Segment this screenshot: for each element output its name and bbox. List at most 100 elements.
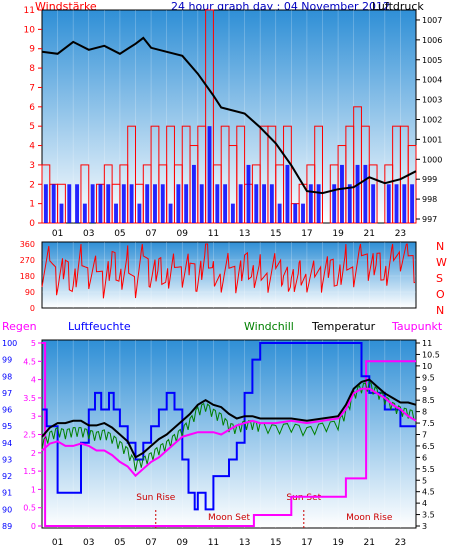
x-tick-label: 23 <box>395 538 406 548</box>
wind-gust-bar <box>191 164 196 223</box>
pressure-tick-label: 1007 <box>422 16 442 25</box>
wind-gust-bar <box>98 184 103 223</box>
wind-gust-bar <box>207 126 212 223</box>
windchill-line <box>41 380 415 472</box>
rain-tick-label: 5 <box>31 339 36 348</box>
wind-gust-bar <box>308 184 313 223</box>
x-tick-label: 13 <box>239 229 250 239</box>
x-tick-label: 05 <box>114 538 125 548</box>
humidity-tick-label: 90 <box>2 505 12 514</box>
rain-line <box>42 342 416 527</box>
temperature-tick-label: 7.5 <box>422 419 435 428</box>
climate-plot-area <box>41 339 417 529</box>
humidity-tick-label: 89 <box>2 522 12 531</box>
humidity-tick-label: 92 <box>2 472 12 481</box>
humidity-tick-label: 97 <box>2 389 12 398</box>
humidity-line <box>42 342 416 511</box>
temperature-tick-label: 4 <box>422 499 427 508</box>
wind-direction-plot-area <box>41 241 417 309</box>
wind-gust-bar <box>176 184 181 223</box>
pressure-line <box>41 36 417 195</box>
rain-tick-label: 0.5 <box>23 504 36 513</box>
humidity-ticks: 89 90 91 92 93 94 95 96 97 98 99 100 <box>2 339 17 531</box>
compass-tick-label: N <box>436 240 444 253</box>
pressure-tick-label: 997 <box>422 215 437 224</box>
pressure-tick-label: 1005 <box>422 56 442 65</box>
compass-tick-label: N <box>436 304 444 317</box>
temperature-tick-label: 6 <box>422 453 427 462</box>
pressure-ticks: 997 998 999 1000 1001 1002 1003 1004 1005 1006 100… <box>416 16 442 224</box>
humidity-tick-label: 98 <box>2 372 12 381</box>
rain-tick-label: 1.5 <box>23 467 36 476</box>
x-tick-label: 11 <box>208 229 219 239</box>
wind-gust-bar <box>215 184 220 223</box>
wind-direction-tick-label: 90 <box>25 288 35 297</box>
x-tick-label: 21 <box>364 538 375 548</box>
temperature-tick-label: 9 <box>422 385 427 394</box>
wind-gust-bar <box>363 164 368 223</box>
wind-gust-bar <box>82 203 87 223</box>
x-tick-label: 09 <box>177 538 189 548</box>
wind-speed-tick-label: 5 <box>29 122 35 132</box>
wind-speed-tick-label: 10 <box>24 25 36 35</box>
humidity-tick-label: 93 <box>2 455 12 464</box>
wind-gust-bar <box>293 203 298 223</box>
x-tick-label: 11 <box>208 538 219 548</box>
x-tick-label: 17 <box>301 229 312 239</box>
x-axis-ticks: 01 01 03 03 05 05 07 07 09 09 11 11 13 13 15 15 17 17 19 19… <box>52 229 406 548</box>
legend-label: Windchill <box>244 320 294 333</box>
annotation-label: Sun Rise <box>136 493 175 503</box>
rain-tick-label: 3.5 <box>23 394 36 403</box>
wind-gust-bar <box>316 184 321 223</box>
wind-gust-bar <box>75 184 80 223</box>
pressure-tick-label: 1001 <box>422 135 442 144</box>
humidity-tick-label: 95 <box>2 422 12 431</box>
x-tick-label: 09 <box>177 229 189 239</box>
temperature-tick-label: 3 <box>422 522 427 531</box>
legend-label: Temperatur <box>311 320 376 333</box>
wind-gust-bar <box>137 203 142 223</box>
wind-speed-ticks: 0 1 2 3 4 5 6 7 8 9 10 11 <box>24 6 42 229</box>
x-tick-label: 07 <box>145 538 156 548</box>
temperature-tick-label: 10 <box>422 362 432 371</box>
wind-gust-bar <box>223 184 228 223</box>
temperature-tick-label: 6.5 <box>422 442 435 451</box>
wind-speed-tick-label: 8 <box>29 64 35 74</box>
climate-lines <box>41 342 417 527</box>
legend-label: Taupunkt <box>391 320 443 333</box>
x-tick-label: 15 <box>270 538 281 548</box>
x-tick-label: 05 <box>114 229 125 239</box>
humidity-tick-label: 100 <box>2 339 17 348</box>
wind-direction-tick-label: 180 <box>20 272 35 281</box>
rain-tick-label: 2 <box>31 449 36 458</box>
wind-direction-ticks: 0 90 180 270 360 <box>20 240 35 313</box>
wind-gust-bar <box>394 184 399 223</box>
pressure-tick-label: 999 <box>422 175 437 184</box>
dewpoint-line <box>41 387 417 478</box>
compass-tick-label: W <box>436 256 447 269</box>
wind-direction-tick-label: 360 <box>20 240 35 249</box>
wind-direction-line-group <box>41 243 416 299</box>
compass-tick-label: S <box>436 272 443 285</box>
humidity-tick-label: 91 <box>2 489 12 498</box>
wind-gust-bar <box>371 184 376 223</box>
annotation-label: Sun Set <box>286 493 321 503</box>
wind-gust-bar <box>168 203 173 223</box>
wind-gust-bar <box>402 184 407 223</box>
temperature-tick-label: 8.5 <box>422 396 435 405</box>
wind-gust-bar <box>184 184 189 223</box>
temperature-line <box>41 378 417 459</box>
wind-gust-bar <box>285 164 290 223</box>
pressure-tick-label: 1006 <box>422 36 442 45</box>
wind-gust-bar <box>145 184 150 223</box>
humidity-tick-label: 99 <box>2 356 12 365</box>
temperature-tick-label: 5.5 <box>422 465 435 474</box>
wind-gust-bar <box>67 184 72 223</box>
wind-gust-bar <box>301 203 305 223</box>
x-tick-label: 03 <box>83 229 94 239</box>
temperature-ticks: 3 3.5 4 4.5 5 5.5 6 6.5 7 7.5 8 8.5 9 9.5 10 10.5 11 <box>416 339 440 531</box>
rain-tick-label: 0 <box>31 522 36 531</box>
temperature-tick-label: 8 <box>422 408 427 417</box>
